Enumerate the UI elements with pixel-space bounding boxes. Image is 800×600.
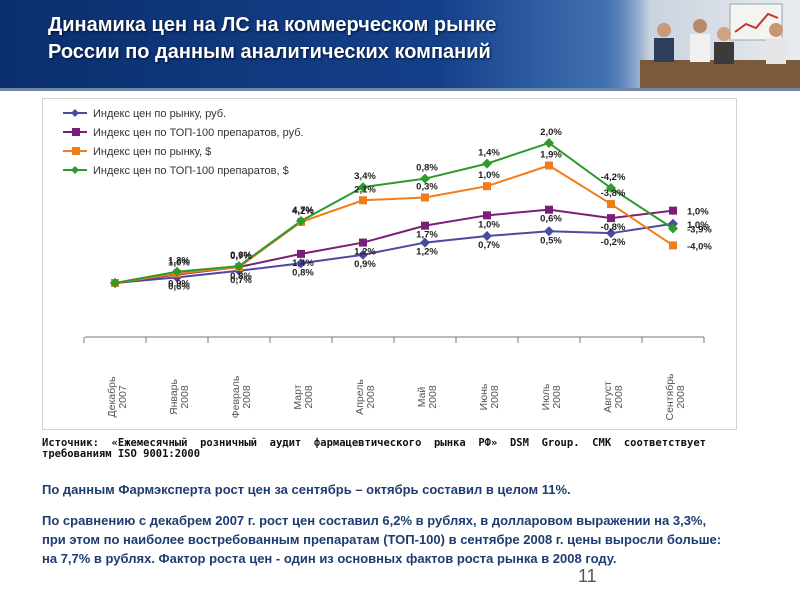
data-label: 2,0% — [540, 127, 562, 138]
data-point — [482, 158, 492, 169]
data-point — [483, 182, 491, 191]
data-point — [544, 226, 554, 237]
data-point — [358, 249, 368, 260]
data-label: 1,0% — [478, 219, 500, 230]
data-label: 0,8% — [416, 163, 438, 174]
data-label: 1,4% — [292, 258, 314, 269]
data-label: 0,3% — [416, 181, 438, 192]
data-point — [545, 205, 553, 214]
data-label: 1,0% — [687, 207, 709, 218]
data-point — [358, 182, 368, 193]
legend-marker — [72, 147, 80, 155]
data-label: 1,2% — [168, 256, 190, 267]
data-label: -0,2% — [601, 237, 626, 248]
source-note: Источник: «Ежемесячный розничный аудит ф… — [42, 437, 706, 460]
data-label: 2,1% — [354, 184, 376, 195]
data-point — [607, 214, 615, 223]
data-point — [545, 161, 553, 170]
legend-entry: Индекс цен по рынку, руб. — [93, 108, 226, 120]
data-label: -4,0% — [687, 241, 712, 252]
data-label: 1,0% — [168, 258, 190, 269]
x-tick-label: Сентябрь2008 — [664, 373, 687, 421]
data-label: 0,6% — [230, 250, 252, 261]
data-label: -0,8% — [601, 222, 626, 233]
data-point — [606, 228, 616, 239]
data-label: 1,2% — [416, 247, 438, 258]
chart-panel: Декабрь2007 Январь2008 Февраль2008 Март2008… — [42, 98, 737, 430]
legend-marker — [71, 166, 79, 174]
data-label: 0,6% — [540, 214, 562, 225]
data-label: 1,0% — [687, 220, 709, 231]
data-point — [296, 215, 306, 226]
x-tick-label: Январь2008 — [168, 378, 191, 415]
office-meeting-photo — [600, 0, 800, 88]
page-number: 11 — [578, 566, 597, 586]
data-label: 1,9% — [540, 150, 562, 161]
legend-entry: Индекс цен по ТОП-100 препаратов, $ — [93, 165, 289, 177]
data-point — [172, 266, 182, 277]
data-point — [421, 193, 429, 202]
price-index-line-chart: Декабрь2007 Январь2008 Февраль2008 Март2008… — [63, 108, 712, 421]
legend-entry: Индекс цен по рынку, $ — [93, 146, 211, 158]
data-point — [110, 278, 120, 288]
x-tick-label: Август2008 — [602, 381, 625, 413]
header-banner: Динамика цен на ЛС на коммерческом рынке… — [0, 0, 800, 88]
data-label: 0,8% — [230, 271, 252, 282]
data-label: 0,9% — [354, 259, 376, 270]
data-label: 0,6% — [168, 281, 190, 292]
data-label: 0,7% — [230, 275, 252, 286]
data-point — [607, 200, 615, 209]
data-point — [359, 238, 367, 247]
series-line — [114, 222, 674, 284]
data-point — [421, 221, 429, 230]
data-label: -4,2% — [601, 172, 626, 183]
x-tick-label: Февраль2008 — [230, 375, 253, 418]
data-point — [606, 183, 616, 194]
data-label: 0,9% — [168, 279, 190, 290]
legend-entry: Индекс цен по ТОП-100 препаратов, руб. — [93, 127, 304, 139]
data-label: 4,2% — [292, 206, 314, 217]
data-label: -3,9% — [687, 224, 712, 235]
data-label: 1,0% — [478, 170, 500, 181]
paragraph-pharmexpert: По данным Фармэксперта рост цен за сентя… — [42, 482, 571, 497]
data-label: 1,2% — [354, 247, 376, 258]
series-line — [114, 164, 674, 284]
data-point — [420, 173, 430, 184]
data-point — [234, 261, 244, 272]
data-point — [668, 223, 678, 234]
data-point — [669, 206, 677, 215]
x-tick-label: Июль2008 — [540, 383, 563, 410]
data-label: 0,7% — [478, 240, 500, 251]
slide-title: Динамика цен на ЛС на коммерческом рынке… — [48, 12, 608, 66]
legend-marker — [71, 109, 79, 117]
title-line-1: Динамика цен на ЛС на коммерческом рынке — [48, 14, 497, 36]
data-point — [420, 237, 430, 248]
x-tick-label: Апрель2008 — [354, 379, 377, 415]
data-label: 0,8% — [292, 267, 314, 278]
data-label: -3,8% — [601, 188, 626, 199]
data-point — [544, 137, 554, 148]
data-point — [669, 241, 677, 250]
data-point — [359, 196, 367, 205]
legend-marker — [72, 128, 80, 136]
data-label: 0,5% — [540, 235, 562, 246]
data-point — [482, 231, 492, 241]
x-tick-label: Июнь2008 — [478, 383, 501, 410]
paragraph-comparison: По сравнению с декабрем 2007 г. рост цен… — [42, 513, 722, 566]
series-line — [114, 141, 674, 284]
x-tick-label: Декабрь2007 — [106, 376, 129, 417]
data-point — [483, 211, 491, 220]
data-label: 3,4% — [354, 171, 376, 182]
data-label: 4,7% — [292, 205, 314, 216]
data-point — [297, 249, 305, 258]
data-label: 1,7% — [416, 230, 438, 241]
x-tick-label: Май2008 — [416, 385, 439, 409]
title-line-2: России по данным аналитических компаний — [48, 41, 491, 63]
data-label: 0,7% — [230, 251, 252, 262]
header-divider — [0, 88, 800, 91]
data-label: 1,4% — [478, 148, 500, 159]
data-point — [296, 258, 306, 269]
x-tick-label: Март2008 — [292, 384, 315, 409]
